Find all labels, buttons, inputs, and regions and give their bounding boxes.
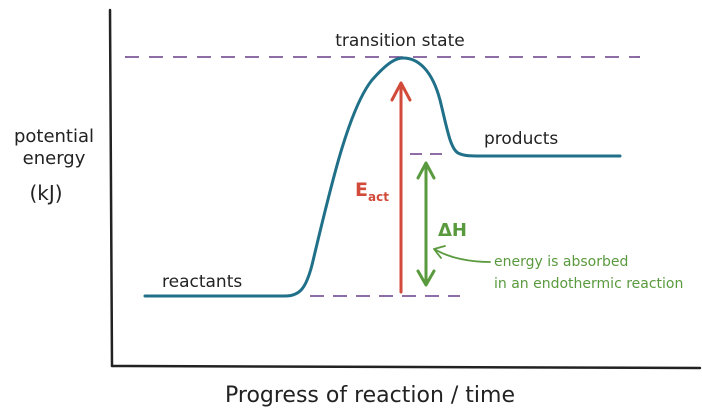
- x-axis-label: Progress of reaction / time: [225, 383, 515, 408]
- enthalpy-change-label: ΔH: [438, 220, 467, 241]
- x-axis-line: [110, 364, 702, 370]
- annotation-pointer: [433, 245, 491, 263]
- enthalpy-arrowhead-bottom: [416, 269, 436, 287]
- annotation-line-2: in an endothermic reaction: [494, 276, 683, 292]
- reactants-label: reactants: [162, 272, 242, 292]
- activation-energy-sub: act: [368, 190, 389, 204]
- axes: [108, 8, 702, 370]
- annotation-pointer-head: [433, 245, 446, 259]
- activation-energy-label: Eact: [355, 179, 389, 204]
- y-axis-label-unit: (kJ): [29, 181, 62, 205]
- products-label: products: [484, 129, 558, 149]
- enthalpy-change-arrow: [416, 161, 436, 287]
- energy-curve: [143, 56, 622, 298]
- activation-arrowhead: [390, 81, 412, 102]
- y-axis-label-line-1: potential: [14, 126, 94, 147]
- reference-lines: [125, 56, 640, 297]
- y-axis-label-line-2: energy: [23, 148, 86, 169]
- activation-energy-arrow: [390, 81, 412, 294]
- y-axis-line: [108, 8, 114, 368]
- annotation-line-1: energy is absorbed: [494, 254, 628, 270]
- enthalpy-arrowhead-top: [416, 161, 436, 180]
- transition-state-label: transition state: [335, 31, 464, 51]
- activation-energy-main: E: [355, 179, 368, 201]
- annotation-pointer-line: [435, 249, 491, 263]
